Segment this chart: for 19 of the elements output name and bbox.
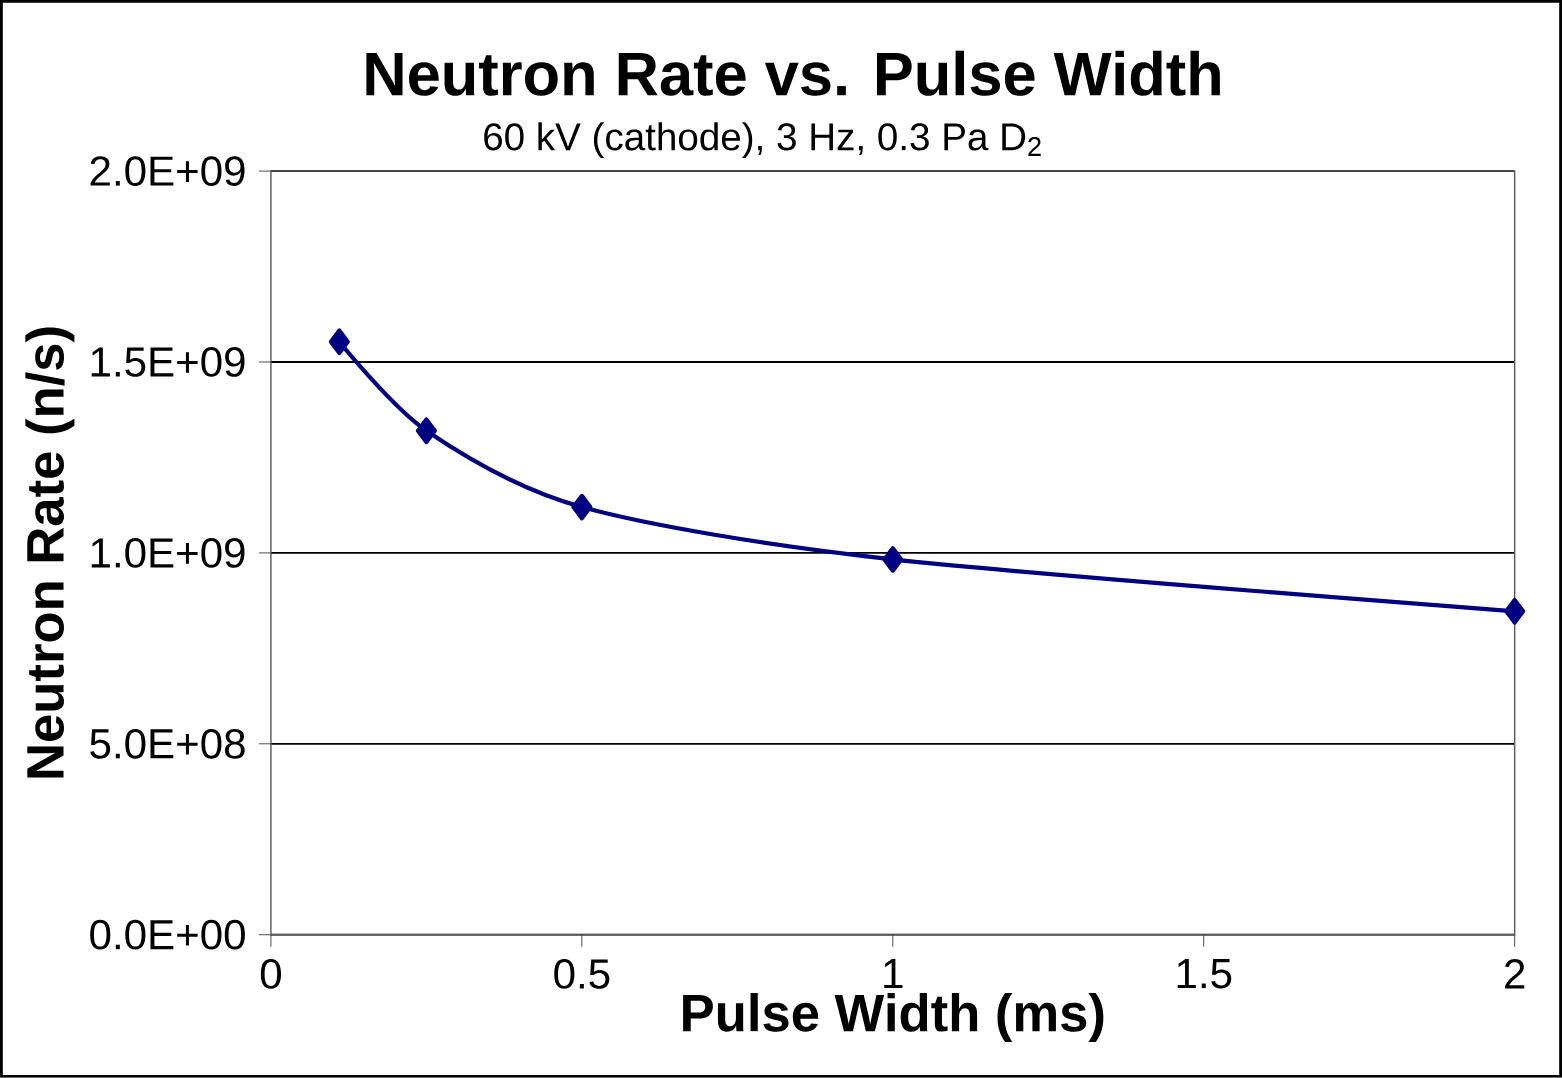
chart-title: Neutron Rate vs. Pulse Width (366, 50, 1220, 96)
x-tick-label: 2 (1505, 959, 1525, 989)
y-axis-title: Neutron Rate (n/s) (25, 327, 75, 778)
chart-subtitle: 60 kV (cathode), 3 Hz, 0.3 Pa D$_{2}$ (484, 122, 1041, 159)
x-tick-label: 0.5 (554, 959, 610, 989)
y-tick-label: 2.0E+09 (90, 156, 245, 187)
y-tick-label: 1.0E+09 (91, 538, 245, 568)
point (571, 493, 593, 521)
x-tick-label: 1.5 (1177, 959, 1232, 989)
x-axis-title: Pulse Width (ms) (683, 993, 1104, 1043)
y-tick-label: 0.0E+00 (90, 919, 245, 950)
point (1504, 598, 1526, 625)
x-tick-label: 0 (260, 959, 282, 989)
y-tick-label: 1.5E+09 (91, 347, 245, 377)
point (415, 417, 437, 445)
x-tick-label: 1 (884, 959, 903, 989)
point (882, 546, 904, 573)
y-tick-label: 5.0E+08 (90, 728, 245, 759)
point (328, 328, 350, 356)
